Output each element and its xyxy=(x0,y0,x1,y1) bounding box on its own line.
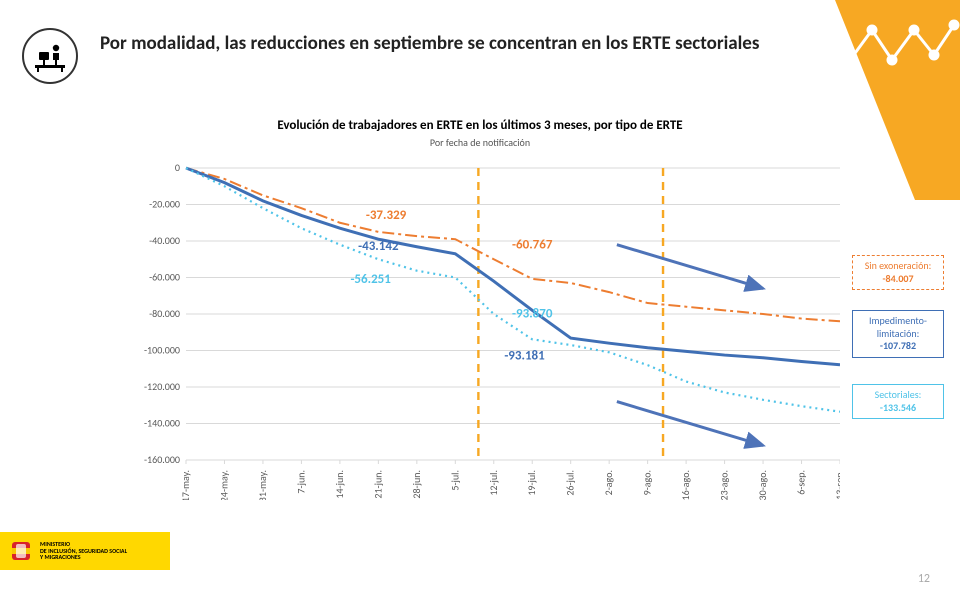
svg-text:5-jul.: 5-jul. xyxy=(448,470,461,491)
svg-text:-160.000: -160.000 xyxy=(144,453,180,466)
svg-text:21-jun.: 21-jun. xyxy=(371,470,384,499)
svg-text:28-jun.: 28-jun. xyxy=(410,470,423,499)
series-value: -84.007 xyxy=(859,273,937,286)
svg-text:7-jun.: 7-jun. xyxy=(294,470,307,494)
chart-subtitle: Por fecha de notificación xyxy=(180,136,780,149)
svg-text:-140.000: -140.000 xyxy=(144,417,180,430)
svg-text:24-may.: 24-may. xyxy=(217,470,230,500)
svg-text:-56.251: -56.251 xyxy=(350,272,391,287)
svg-text:6-sep.: 6-sep. xyxy=(795,470,808,495)
svg-text:-100.000: -100.000 xyxy=(144,344,180,357)
slide-title: Por modalidad, las reducciones en septie… xyxy=(100,32,820,56)
svg-text:12-jul.: 12-jul. xyxy=(487,470,500,496)
series-value: -133.546 xyxy=(859,402,937,415)
svg-text:-93.181: -93.181 xyxy=(504,349,545,364)
series-value: -107.782 xyxy=(859,340,937,353)
svg-text:19-jul.: 19-jul. xyxy=(525,470,538,496)
svg-text:23-ago.: 23-ago. xyxy=(718,470,731,500)
svg-text:-60.000: -60.000 xyxy=(149,271,180,284)
svg-text:13-sep.: 13-sep. xyxy=(833,470,840,500)
svg-text:-80.000: -80.000 xyxy=(149,307,180,320)
svg-text:9-ago.: 9-ago. xyxy=(641,470,654,495)
svg-text:-37.329: -37.329 xyxy=(366,208,407,223)
svg-text:31-may.: 31-may. xyxy=(256,470,269,500)
series-name: Sectoriales: xyxy=(859,389,937,402)
ministry-logo: Ministerio de Inclusión, Seguridad Socia… xyxy=(0,532,170,570)
chart-title: Evolución de trabajadores en ERTE en los… xyxy=(180,118,780,133)
svg-text:-43.142: -43.142 xyxy=(358,239,399,254)
svg-text:14-jun.: 14-jun. xyxy=(333,470,346,499)
series-name: Sin exoneración: xyxy=(859,260,937,273)
svg-text:-40.000: -40.000 xyxy=(149,234,180,247)
svg-text:0: 0 xyxy=(175,161,180,174)
series-name: Impedimento- limitación: xyxy=(859,315,937,340)
page-number: 12 xyxy=(918,572,930,586)
worker-at-desk-icon xyxy=(22,28,78,84)
svg-text:17-may.: 17-may. xyxy=(179,470,192,500)
series-end-label: Sin exoneración:-84.007 xyxy=(852,255,944,290)
spain-crest-icon xyxy=(6,536,36,566)
svg-text:-93.870: -93.870 xyxy=(512,307,553,322)
svg-text:26-jul.: 26-jul. xyxy=(564,470,577,496)
svg-text:-20.000: -20.000 xyxy=(149,198,180,211)
series-end-label: Sectoriales:-133.546 xyxy=(852,384,944,419)
svg-text:-120.000: -120.000 xyxy=(144,380,180,393)
series-end-label: Impedimento- limitación:-107.782 xyxy=(852,310,944,358)
ministry-line3: y Migraciones xyxy=(40,554,127,561)
svg-text:2-ago.: 2-ago. xyxy=(602,470,615,495)
svg-text:-60.767: -60.767 xyxy=(512,237,553,252)
svg-text:16-ago.: 16-ago. xyxy=(679,470,692,500)
svg-text:30-ago.: 30-ago. xyxy=(756,470,769,500)
erte-evolution-chart: 0 -20.000 -40.000 -60.000 -80.000 -100.000 -12… xyxy=(140,160,840,500)
